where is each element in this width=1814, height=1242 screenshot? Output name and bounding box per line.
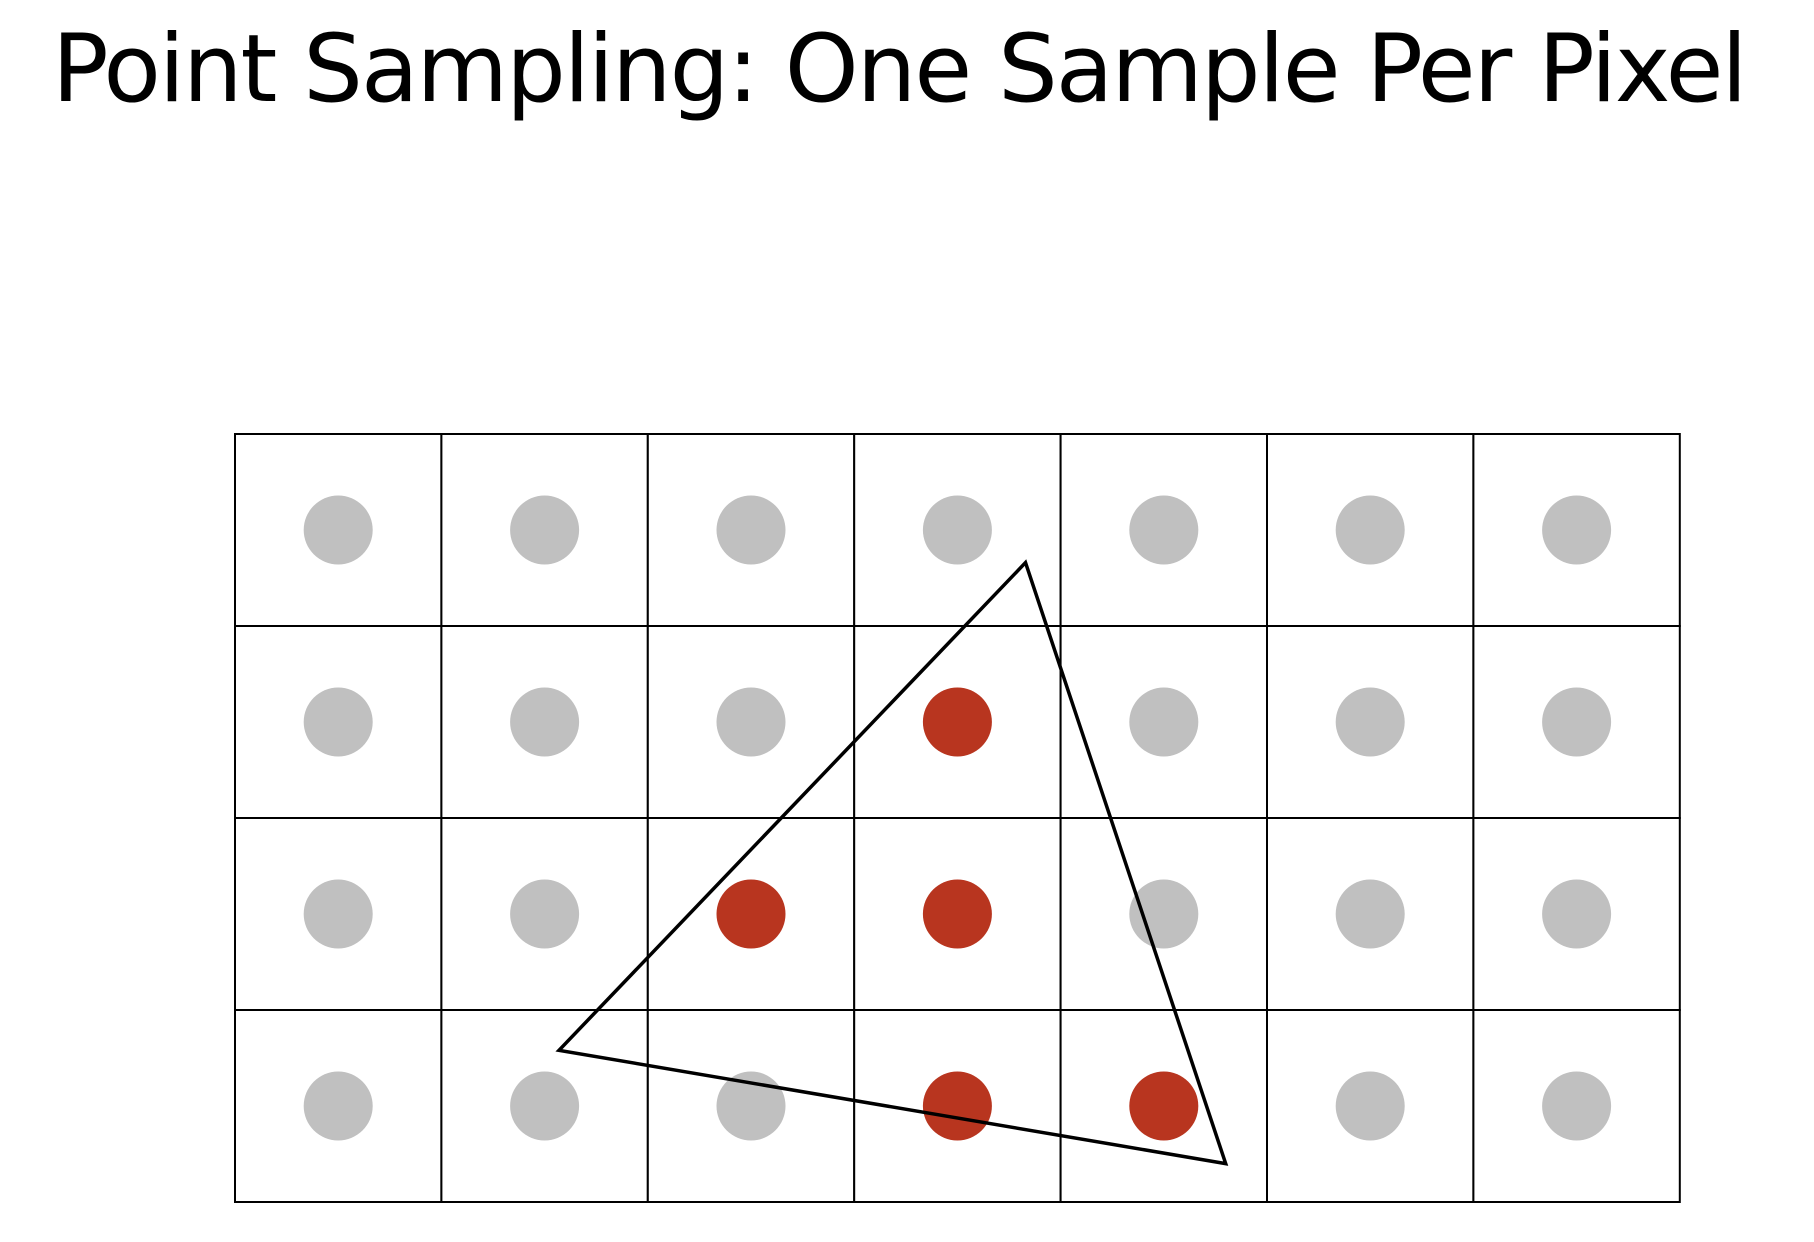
- sample-point: [1129, 879, 1199, 949]
- sample-point: [716, 1071, 786, 1141]
- covered-sample-point: [922, 879, 992, 949]
- covered-sample-point: [922, 1071, 992, 1141]
- sample-point: [1542, 687, 1612, 757]
- sample-point: [510, 879, 580, 949]
- sample-point: [1335, 495, 1405, 565]
- sample-point: [1542, 1071, 1612, 1141]
- sample-points: [303, 495, 1612, 1141]
- sample-point: [510, 1071, 580, 1141]
- sample-point: [1335, 1071, 1405, 1141]
- sample-point: [303, 879, 373, 949]
- covered-sample-point: [1129, 1071, 1199, 1141]
- slide-title: Point Sampling: One Sample Per Pixel: [52, 15, 1748, 124]
- sample-point: [510, 687, 580, 757]
- triangle-outline: [555, 559, 1229, 1166]
- sample-point: [716, 495, 786, 565]
- sample-point: [303, 687, 373, 757]
- sample-point: [1335, 879, 1405, 949]
- sample-point: [1129, 687, 1199, 757]
- sample-point: [303, 495, 373, 565]
- sample-point: [510, 495, 580, 565]
- sample-point: [1129, 495, 1199, 565]
- covered-sample-point: [716, 879, 786, 949]
- sample-point: [716, 687, 786, 757]
- sample-point: [1542, 879, 1612, 949]
- sample-point: [1542, 495, 1612, 565]
- pixel-grid: [234, 433, 1681, 1203]
- triangle-layer: [555, 559, 1229, 1166]
- sample-point: [1335, 687, 1405, 757]
- sample-point: [922, 495, 992, 565]
- covered-sample-point: [922, 687, 992, 757]
- sample-point: [303, 1071, 373, 1141]
